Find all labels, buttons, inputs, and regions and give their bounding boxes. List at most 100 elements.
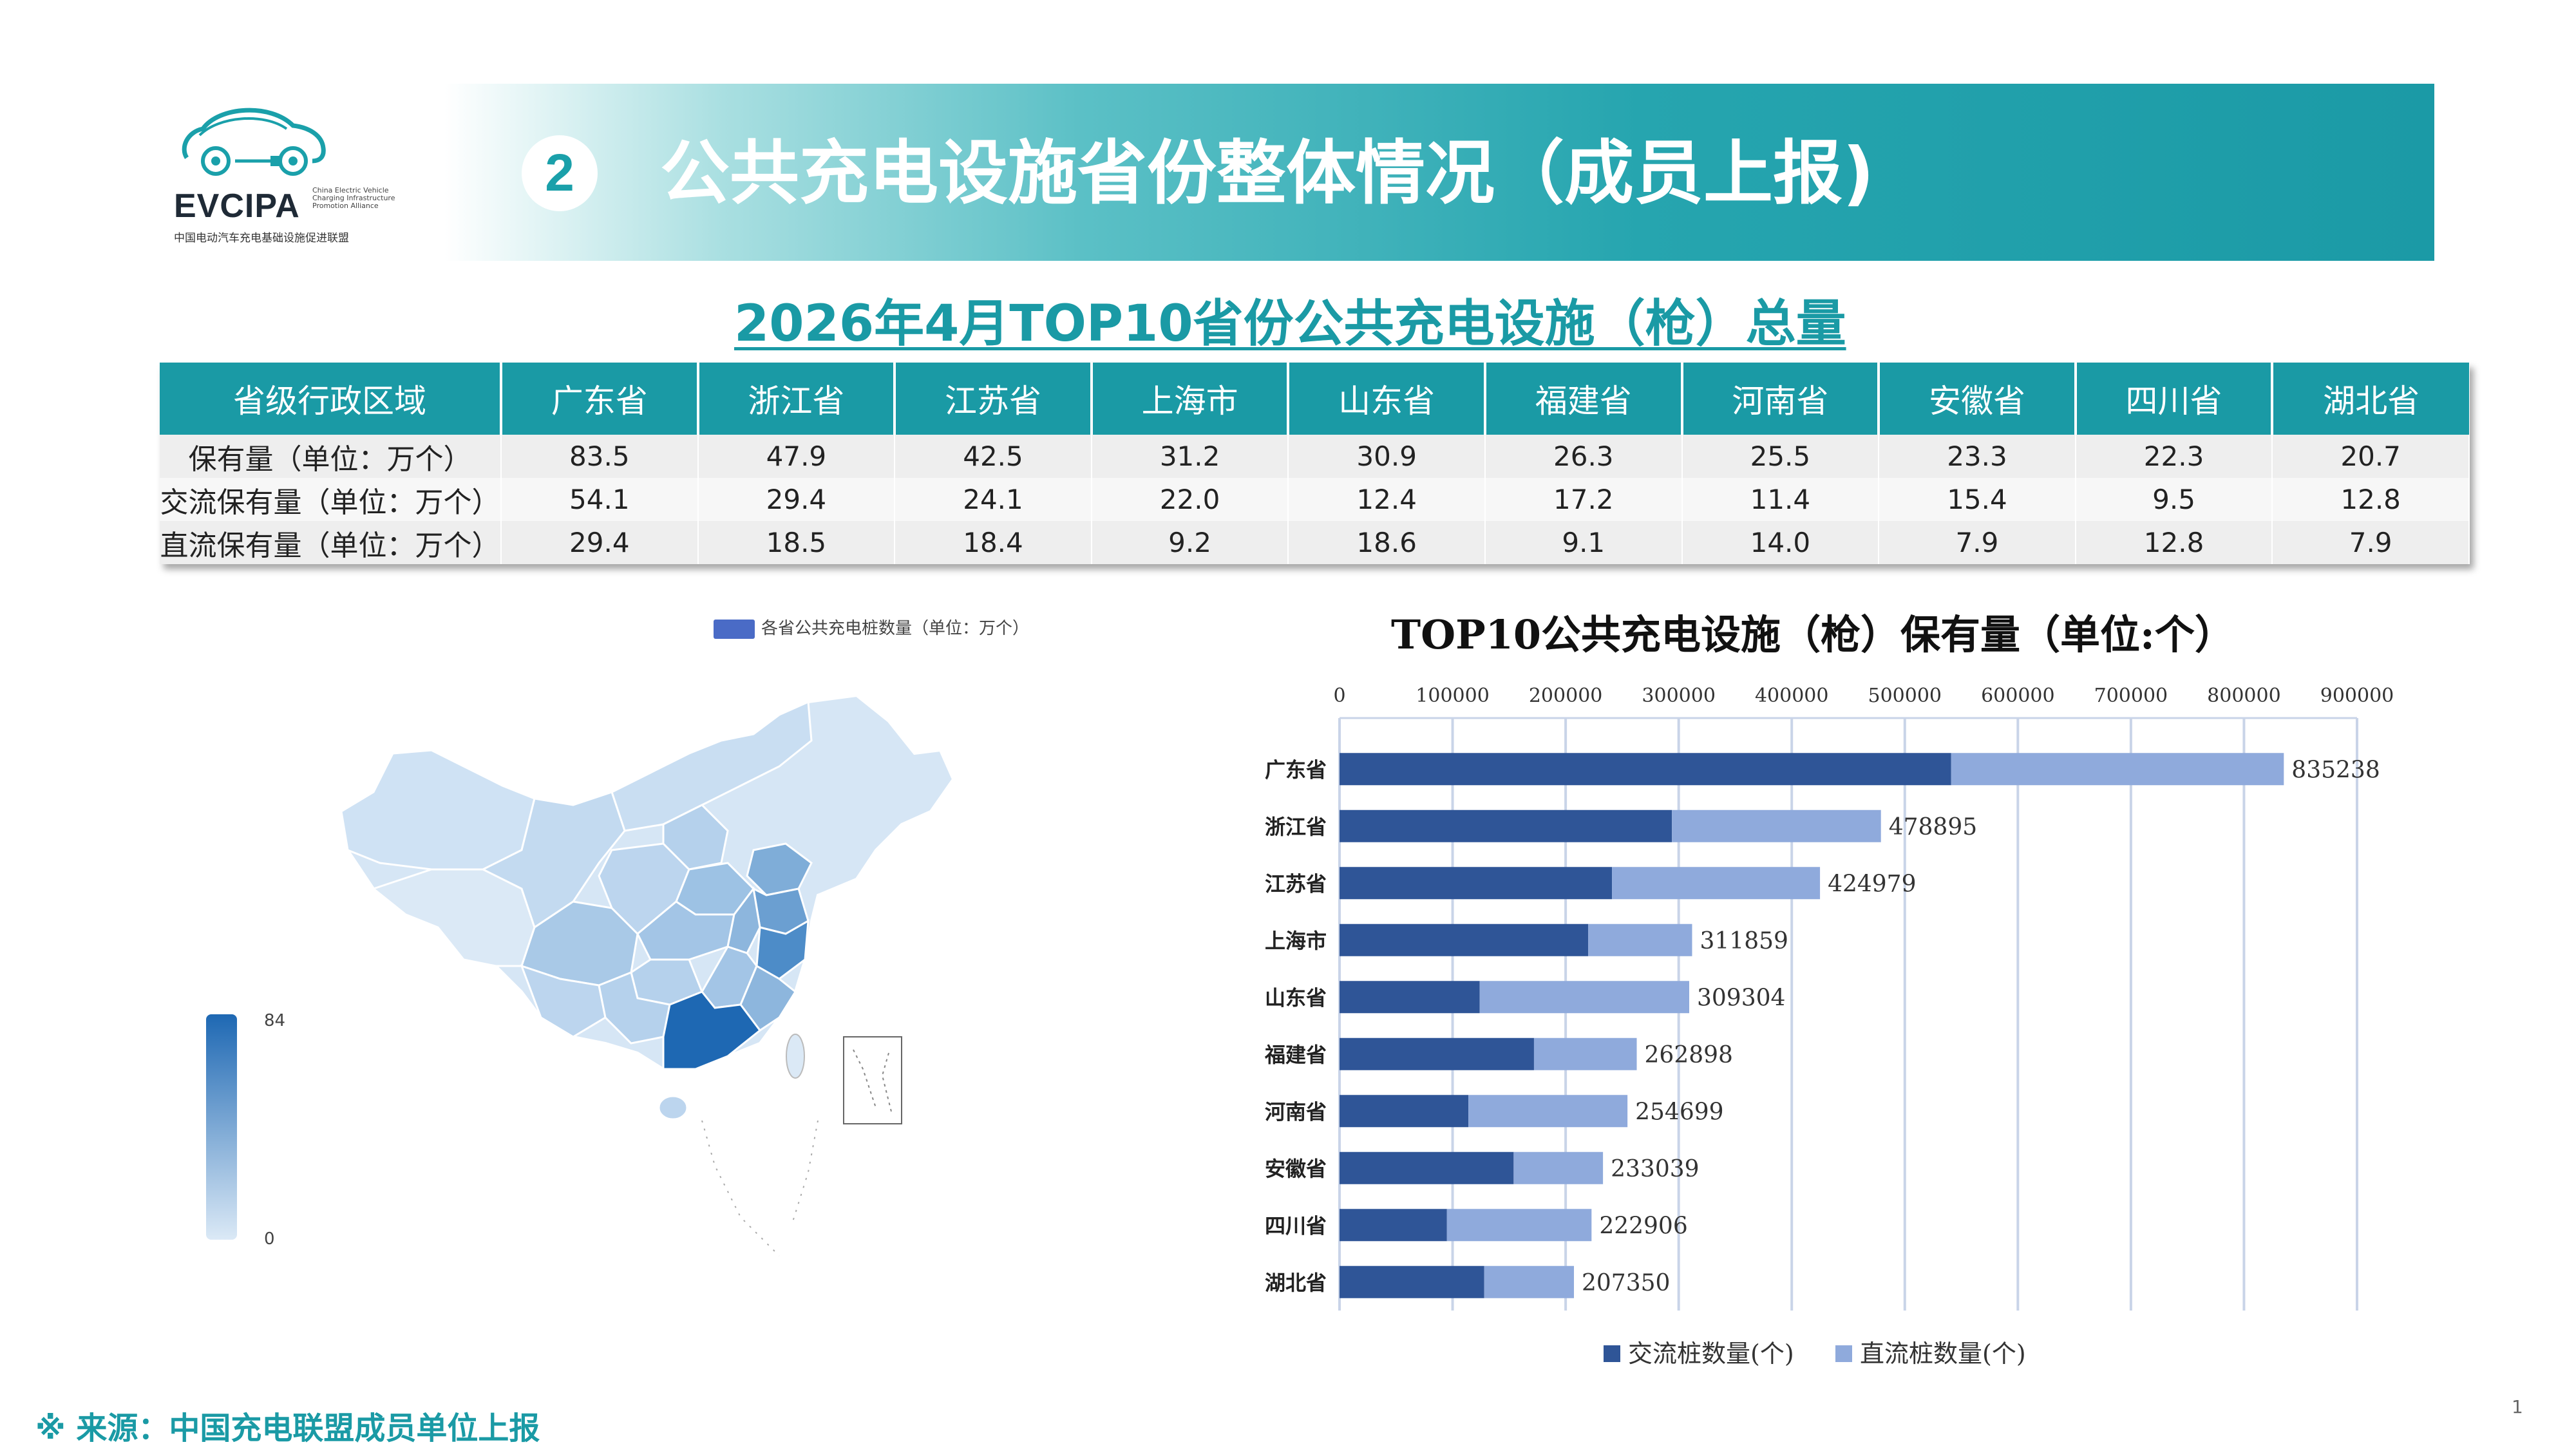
column-header: 省级行政区域 <box>160 363 502 435</box>
china-choropleth-map: 84 0 <box>206 694 955 1256</box>
row-label: 直流保有量（单位：万个） <box>160 521 502 564</box>
x-tick-label: 600000 <box>1981 685 2055 707</box>
logo-brand-subtext: China Electric Vehicle Charging Infrastr… <box>312 186 395 210</box>
bar-segment-ac <box>1340 1265 1484 1298</box>
x-tick-label: 900000 <box>2320 685 2394 707</box>
province-region-taiwan <box>786 1034 805 1079</box>
bar-segment-ac <box>1340 923 1589 956</box>
bar-segment-dc <box>1513 1151 1604 1184</box>
province-region <box>480 791 626 929</box>
table-cell: 25.5 <box>1681 435 1880 478</box>
table-cell: 18.6 <box>1288 521 1486 564</box>
row-label: 交流保有量（单位：万个） <box>160 478 502 521</box>
bar-segment-ac <box>1340 1209 1447 1242</box>
table-cell: 29.4 <box>697 478 896 521</box>
table-row: 直流保有量（单位：万个） 29.4 18.5 18.4 9.2 18.6 9.1… <box>160 521 2470 564</box>
section-number: 2 <box>545 144 574 202</box>
data-label: 835238 <box>2291 757 2380 783</box>
data-label: 207350 <box>1582 1270 1670 1296</box>
table-row: 保有量（单位：万个） 83.5 47.9 42.5 31.2 30.9 26.3… <box>160 435 2470 478</box>
table-cell: 12.4 <box>1288 478 1486 521</box>
column-header: 河南省 <box>1681 363 1880 435</box>
category-label: 江苏省 <box>1265 871 1327 896</box>
logo-brand-text: EVCIPA <box>174 187 300 225</box>
category-label: 山东省 <box>1265 985 1327 1010</box>
data-label: 309304 <box>1697 985 1785 1011</box>
category-label: 上海市 <box>1265 929 1327 953</box>
inset-island-dots <box>853 1049 893 1115</box>
chart-x-axis: 0 100000 200000 300000 400000 500000 600000 700… <box>1333 685 2394 707</box>
evcipa-logo: EVCIPA China Electric Vehicle Charging I… <box>174 97 431 245</box>
table-row: 交流保有量（单位：万个） 54.1 29.4 24.1 22.0 12.4 17… <box>160 478 2470 521</box>
table-cell: 17.2 <box>1484 478 1683 521</box>
table-cell: 9.1 <box>1484 521 1683 564</box>
table-header-row: 省级行政区域 广东省 浙江省 江苏省 上海市 山东省 福建省 河南省 安徽省 四… <box>160 363 2469 435</box>
column-header: 广东省 <box>501 363 699 435</box>
bar-segment-dc <box>1484 1265 1575 1298</box>
bar-segment-dc <box>1951 753 2284 786</box>
map-legend-swatch <box>714 619 755 639</box>
header-banner <box>444 84 2434 261</box>
table-cell: 26.3 <box>1484 435 1683 478</box>
bar-segment-ac <box>1340 1037 1534 1070</box>
map-scale-min: 0 <box>264 1229 275 1249</box>
bar-segment-dc <box>1612 867 1821 900</box>
table-cell: 83.5 <box>501 435 699 478</box>
column-header: 福建省 <box>1484 363 1683 435</box>
table-cell: 7.9 <box>1879 521 2076 564</box>
column-header: 安徽省 <box>1879 363 2077 435</box>
bar-segment-dc <box>1446 1209 1592 1242</box>
table-cell: 30.9 <box>1288 435 1486 478</box>
province-region-guangdong <box>662 990 762 1070</box>
column-header: 山东省 <box>1288 363 1486 435</box>
bar-segment-ac <box>1340 1151 1514 1184</box>
x-tick-label: 200000 <box>1529 685 1603 707</box>
data-label: 254699 <box>1635 1099 1723 1125</box>
column-header: 江苏省 <box>895 363 1093 435</box>
page-title: 公共充电设施省份整体情况（成员上报) <box>660 133 1875 214</box>
chart-title: TOP10公共充电设施（枪）保有量（单位:个） <box>1391 611 2235 658</box>
table-cell: 14.0 <box>1681 521 1880 564</box>
table-cell: 12.8 <box>2075 521 2273 564</box>
data-label: 311859 <box>1700 928 1788 954</box>
table-cell: 24.1 <box>895 478 1092 521</box>
table-cell: 9.5 <box>2075 478 2273 521</box>
table-cell: 22.0 <box>1091 478 1289 521</box>
legend-swatch <box>1604 1345 1620 1362</box>
south-china-sea-inset <box>843 1036 902 1124</box>
bar-segment-ac <box>1340 810 1672 842</box>
data-label: 233039 <box>1611 1156 1699 1182</box>
bar-segment-ac <box>1340 1095 1469 1128</box>
table-cell: 15.4 <box>1879 478 2076 521</box>
legend-label: 交流桩数量(个) <box>1628 1340 1794 1368</box>
province-region <box>340 749 536 871</box>
map-color-scale <box>206 1014 237 1240</box>
bar-segment-ac <box>1340 981 1480 1014</box>
bar-segment-dc <box>1468 1095 1628 1128</box>
column-header: 上海市 <box>1091 363 1290 435</box>
source-note: ※ 来源：中国充电联盟成员单位上报 <box>35 1410 540 1446</box>
province-region <box>726 886 761 954</box>
logo-brand-chinese: 中国电动汽车充电基础设施促进联盟 <box>174 232 349 245</box>
table-cell: 18.4 <box>895 521 1092 564</box>
table-cell: 47.9 <box>697 435 896 478</box>
category-label: 福建省 <box>1264 1043 1327 1067</box>
x-tick-label: 100000 <box>1416 685 1490 707</box>
x-tick-label: 300000 <box>1642 685 1716 707</box>
chart-data-labels: 835238 478895 424979 311859 309304 262898 2546… <box>1582 757 2380 1296</box>
island-dots <box>701 1120 819 1256</box>
data-label: 262898 <box>1645 1042 1733 1068</box>
bar-segment-ac <box>1340 753 1951 786</box>
province-region-hainan <box>658 1095 688 1121</box>
car-logo-icon <box>182 108 326 176</box>
table-cell: 29.4 <box>501 521 699 564</box>
map-legend: 各省公共充电桩数量（单位：万个） <box>714 615 1029 639</box>
x-tick-label: 0 <box>1333 685 1345 707</box>
stacked-bar-chart: 0 100000 200000 300000 400000 500000 600000 700… <box>1264 685 2394 1368</box>
map-legend-label: 各省公共充电桩数量（单位：万个） <box>761 619 1030 638</box>
x-tick-label: 500000 <box>1868 685 1942 707</box>
map-scale-max: 84 <box>264 1011 285 1030</box>
x-tick-label: 700000 <box>2094 685 2168 707</box>
column-header: 湖北省 <box>2272 363 2469 435</box>
province-data-table: 省级行政区域 广东省 浙江省 江苏省 上海市 山东省 福建省 河南省 安徽省 四… <box>160 363 2470 564</box>
